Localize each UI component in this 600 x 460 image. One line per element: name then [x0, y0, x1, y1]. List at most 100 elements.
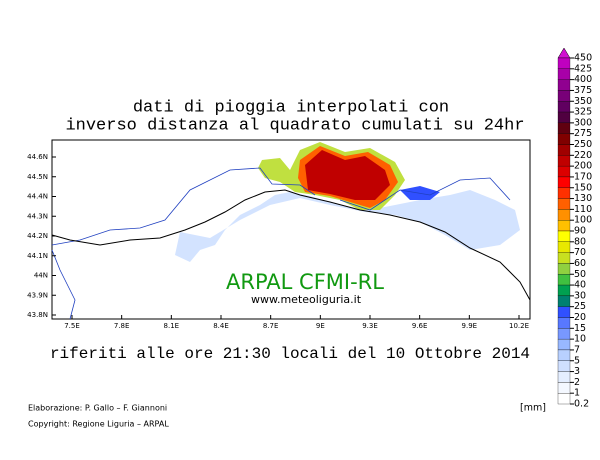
colorbar-label: 5 — [574, 355, 580, 366]
colorbar-swatch — [557, 111, 571, 124]
colorbar-label: 0.2 — [574, 399, 589, 410]
colorbar-swatch — [557, 317, 571, 329]
colorbar-label: 60 — [574, 258, 586, 269]
colorbar-swatch — [557, 393, 571, 405]
colorbar-label: 275 — [574, 128, 592, 139]
colorbar-label: 400 — [574, 74, 592, 85]
colorbar-label: 375 — [574, 85, 592, 96]
colorbar-label: 425 — [574, 63, 592, 74]
colorbar-label: 130 — [574, 193, 592, 204]
colorbar-swatch — [557, 295, 571, 307]
rain-very-high — [305, 150, 390, 200]
unit-label: [mm] — [520, 403, 546, 414]
lon-label: 8.7E — [263, 322, 279, 330]
colorbar-label: 40 — [574, 280, 586, 291]
credits: Elaborazione: P. Gallo – F. Giannoni — [28, 404, 167, 413]
title-line: dati di pioggia interpolati con — [133, 98, 449, 117]
colorbar-label: 220 — [574, 150, 592, 161]
colorbar-label: 3 — [574, 366, 580, 377]
lon-label: 8.4E — [213, 322, 229, 330]
colorbar-label: 20 — [574, 312, 586, 323]
lat-label: 43.8N — [27, 311, 48, 319]
colorbar-swatch — [557, 90, 571, 102]
title-line: inverso distanza al quadrato cumulati su… — [65, 116, 524, 135]
colorbar-swatch — [557, 198, 571, 210]
colorbar-swatch — [557, 349, 571, 361]
colorbar-label: 80 — [574, 236, 586, 247]
lon-label: 10.2E — [509, 322, 529, 330]
lat-label: 44.2N — [27, 232, 48, 240]
coastline — [51, 189, 531, 301]
colorbar-label: 110 — [574, 204, 592, 215]
colorbar-label: 15 — [574, 323, 586, 334]
colorbar-swatch — [557, 252, 571, 264]
colorbar-swatch — [557, 230, 571, 242]
lon-label: 9.9E — [462, 322, 478, 330]
lat-label: 44.4N — [27, 193, 48, 201]
colorbar-label: 70 — [574, 247, 586, 258]
colorbar-label: 25 — [574, 301, 586, 312]
colorbar-swatch — [557, 79, 571, 91]
colorbar-swatch — [557, 220, 571, 232]
colorbar-swatch — [557, 263, 571, 275]
colorbar-label: 100 — [574, 215, 592, 226]
colorbar-label: 300 — [574, 117, 592, 128]
colorbar-swatch — [557, 133, 571, 145]
colorbar-label: 90 — [574, 226, 586, 237]
lon-label: 7.8E — [114, 322, 130, 330]
colorbar-swatch — [557, 284, 571, 297]
watermark: ARPAL CFMI-RL — [226, 270, 384, 294]
lat-label: 44N — [34, 272, 48, 280]
colorbar-swatch — [557, 209, 571, 221]
rain-light — [175, 190, 520, 262]
colorbar-swatch — [557, 306, 571, 318]
colorbar-label: 200 — [574, 161, 592, 172]
colorbar-swatch — [557, 360, 571, 372]
colorbar-swatch — [557, 57, 571, 69]
colorbar-swatch — [557, 122, 571, 134]
colorbar-label: 10 — [574, 334, 586, 345]
colorbar-label: 170 — [574, 171, 592, 182]
colorbar-swatch — [557, 241, 571, 253]
colorbar-label: 30 — [574, 290, 586, 301]
lat-label: 44.1N — [27, 252, 48, 260]
colorbar-swatch — [557, 176, 571, 188]
colorbar-label: 7 — [574, 344, 580, 355]
colorbar-swatch — [557, 165, 571, 178]
colorbar-swatch — [557, 274, 571, 286]
colorbar-swatch — [557, 101, 571, 113]
colorbar-swatch — [557, 328, 571, 340]
colorbar-label: 250 — [574, 139, 592, 150]
colorbar-label: 350 — [574, 96, 592, 107]
colorbar-swatch — [557, 371, 571, 383]
colorbar-label: 2 — [574, 377, 580, 388]
website: www.meteoliguria.it — [251, 293, 362, 306]
lon-label: 8.1E — [164, 322, 180, 330]
colorbar-swatch — [557, 187, 571, 199]
lon-label: 9E — [316, 322, 325, 330]
lon-label: 9.3E — [362, 322, 378, 330]
lat-label: 44.5N — [27, 173, 48, 181]
colorbar-label: 150 — [574, 182, 592, 193]
colorbar-label: 325 — [574, 107, 592, 118]
border — [51, 167, 511, 320]
colorbar-label: 450 — [574, 53, 592, 64]
lat-label: 44.6N — [27, 153, 48, 161]
lat-label: 44.3N — [27, 212, 48, 220]
subtitle: riferiti alle ore 21:30 locali del 10 Ot… — [50, 345, 530, 363]
colorbar-label: 1 — [574, 388, 580, 399]
lon-label: 7.5E — [64, 322, 80, 330]
colorbar-swatch — [557, 382, 571, 394]
colorbar-swatch — [557, 144, 571, 156]
colorbar-label: 50 — [574, 269, 586, 280]
lon-label: 9.6E — [412, 322, 428, 330]
map-area: ARPAL CFMI-RL www.meteoliguria.it — [51, 139, 531, 320]
lat-label: 43.9N — [27, 291, 48, 299]
colorbar-swatch — [557, 68, 571, 80]
colorbar-swatch — [557, 338, 571, 351]
colorbar-arrow — [557, 47, 571, 59]
copyright: Copyright: Regione Liguria – ARPAL — [28, 420, 169, 429]
colorbar-swatch — [557, 155, 571, 167]
